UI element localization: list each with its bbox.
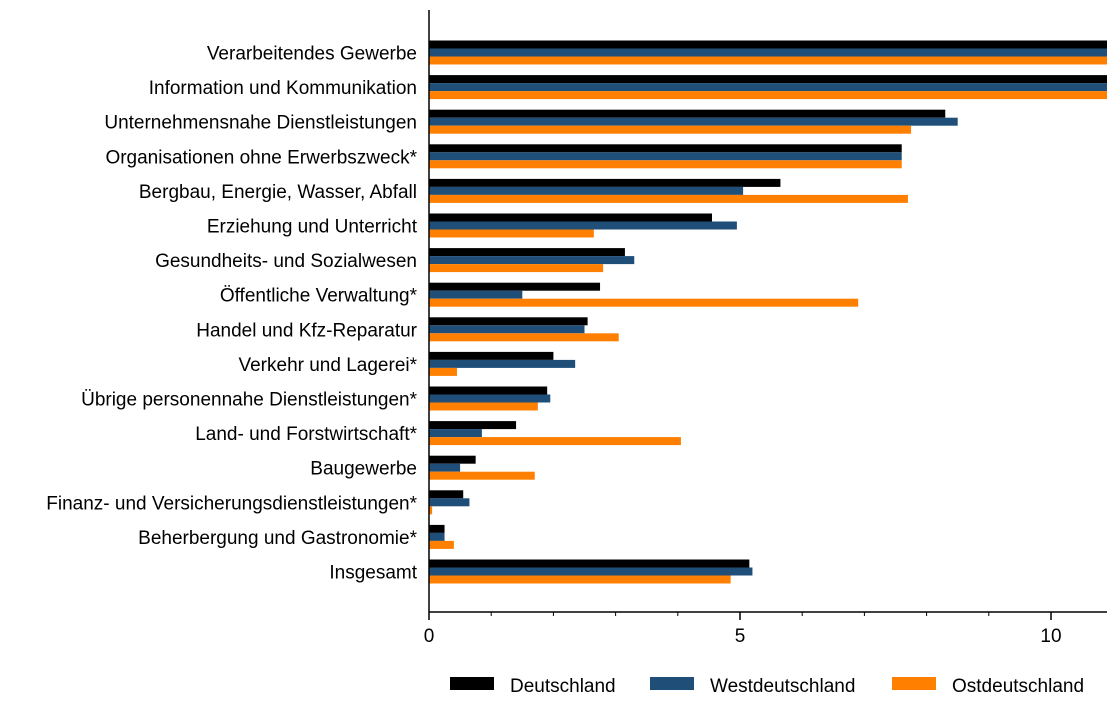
bar-westdeutschland-5 — [429, 221, 737, 230]
legend-swatch-westdeutschland — [650, 677, 694, 690]
bar-westdeutschland-3 — [429, 152, 902, 161]
bar-ostdeutschland-8 — [429, 333, 619, 342]
x-tick-label: 0 — [424, 626, 435, 647]
category-label: Unternehmensnahe Dienstleistungen — [104, 113, 417, 134]
bar-ostdeutschland-7 — [429, 298, 859, 307]
bar-deutschland-9 — [429, 351, 554, 360]
bar-ostdeutschland-4 — [429, 194, 908, 203]
bar-ostdeutschland-11 — [429, 437, 681, 446]
bar-ostdeutschland-2 — [429, 125, 912, 134]
bar-westdeutschland-4 — [429, 186, 744, 195]
legend-swatch-deutschland — [450, 677, 494, 690]
category-label: Bergbau, Energie, Wasser, Abfall — [139, 182, 417, 203]
bar-ostdeutschland-15 — [429, 575, 731, 584]
bar-deutschland-8 — [429, 317, 588, 326]
category-label: Erziehung und Unterricht — [207, 217, 418, 238]
bar-deutschland-0 — [429, 40, 1107, 49]
category-label: Übrige personennahe Dienstleistungen* — [81, 390, 418, 411]
legend-label-westdeutschland: Westdeutschland — [710, 676, 855, 697]
bar-westdeutschland-13 — [429, 498, 470, 507]
category-label: Insgesamt — [329, 563, 417, 584]
x-tick-label: 5 — [735, 626, 746, 647]
bar-deutschland-4 — [429, 178, 781, 187]
legend: Deutschland Westdeutschland Ostdeutschland — [450, 676, 1084, 697]
bar-deutschland-10 — [429, 386, 548, 395]
bars-layer — [429, 40, 1107, 584]
bar-deutschland-3 — [429, 144, 902, 153]
bar-ostdeutschland-0 — [429, 56, 1107, 65]
bar-deutschland-12 — [429, 455, 476, 464]
bar-ostdeutschland-13 — [429, 506, 433, 515]
bar-westdeutschland-14 — [429, 532, 445, 541]
bar-westdeutschland-2 — [429, 117, 958, 126]
bar-deutschland-11 — [429, 421, 517, 430]
legend-label-ostdeutschland: Ostdeutschland — [952, 676, 1084, 697]
bar-westdeutschland-7 — [429, 290, 523, 299]
bar-deutschland-1 — [429, 75, 1107, 84]
bar-ostdeutschland-5 — [429, 229, 594, 238]
category-label: Information und Kommunikation — [149, 78, 417, 99]
bar-westdeutschland-12 — [429, 463, 461, 472]
bar-ostdeutschland-12 — [429, 471, 535, 480]
bar-deutschland-7 — [429, 282, 601, 291]
bar-deutschland-5 — [429, 213, 713, 222]
category-labels: Verarbeitendes Gewerbe Information und Ko… — [46, 44, 417, 584]
x-axis: 05101520 — [424, 10, 1107, 647]
bar-ostdeutschland-3 — [429, 160, 902, 169]
category-label: Gesundheits- und Sozialwesen — [155, 251, 417, 272]
bar-westdeutschland-9 — [429, 359, 576, 368]
legend-label-deutschland: Deutschland — [510, 676, 616, 697]
x-tick-label: 10 — [1040, 626, 1061, 647]
category-label: Beherbergung und Gastronomie* — [138, 528, 417, 549]
category-label: Handel und Kfz-Reparatur — [196, 320, 417, 341]
bar-westdeutschland-1 — [429, 83, 1107, 92]
category-label: Land- und Forstwirtschaft* — [195, 424, 417, 445]
bar-ostdeutschland-10 — [429, 402, 538, 411]
category-label: Verkehr und Lagerei* — [238, 355, 417, 376]
category-label: Öffentliche Verwaltung* — [220, 286, 418, 307]
bar-deutschland-13 — [429, 490, 464, 499]
category-label: Organisationen ohne Erwerbszweck* — [105, 147, 417, 168]
bar-westdeutschland-15 — [429, 567, 753, 576]
category-label: Baugewerbe — [310, 459, 417, 480]
bar-westdeutschland-6 — [429, 256, 635, 265]
category-label: Verarbeitendes Gewerbe — [207, 44, 417, 65]
bar-westdeutschland-11 — [429, 429, 482, 438]
bar-westdeutschland-8 — [429, 325, 585, 334]
bar-deutschland-6 — [429, 248, 625, 257]
bar-deutschland-2 — [429, 109, 946, 118]
bar-deutschland-14 — [429, 524, 445, 533]
bar-deutschland-15 — [429, 559, 750, 568]
bar-ostdeutschland-6 — [429, 264, 604, 273]
bar-ostdeutschland-14 — [429, 540, 454, 549]
bar-ostdeutschland-1 — [429, 91, 1107, 100]
bar-westdeutschland-0 — [429, 48, 1107, 57]
category-label: Finanz- und Versicherungsdienstleistunge… — [46, 493, 417, 514]
bar-ostdeutschland-9 — [429, 367, 457, 376]
legend-swatch-ostdeutschland — [892, 677, 936, 690]
bar-westdeutschland-10 — [429, 394, 551, 403]
